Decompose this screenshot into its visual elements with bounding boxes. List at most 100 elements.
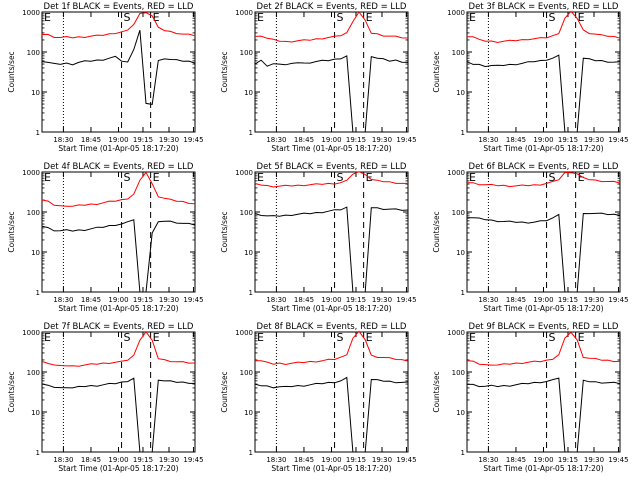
x-tick-label: 19:30 [584,136,604,144]
lld-series-line [254,11,409,43]
events-series-line [41,219,196,293]
detector-panel-5: Det 5f BLACK = Events, RED = LLD 1 10 100 10… [220,162,417,313]
panel-title: Det 7f BLACK = Events, RED = LLD [44,322,194,332]
y-tick-label: 1 [36,289,40,297]
event-marker-label: S [124,331,131,344]
event-marker-label: E [578,171,585,184]
detector-panel-8: Det 8f BLACK = Events, RED = LLD 1 10 100 10… [220,322,417,473]
y-tick-label: 1000 [235,169,253,177]
x-tick-label: 18:45 [294,296,314,304]
y-tick-label: 10 [456,409,465,417]
y-tick-label: 1 [249,289,253,297]
x-tick-label: 18:45 [294,456,314,464]
x-tick-label: 18:30 [478,136,498,144]
event-marker-label: E [469,171,476,184]
x-tick-label: 18:30 [266,296,286,304]
x-tick-label: 18:30 [478,296,498,304]
y-axis-label: Counts/sec [432,371,441,412]
detector-panel-1: Det 1f BLACK = Events, RED = LLD 1 10 100 10… [7,2,204,153]
event-marker-label: E [153,11,160,24]
x-tick-label: 18:45 [506,296,526,304]
events-series-line [254,206,409,293]
detector-panel-4: Det 4f BLACK = Events, RED = LLD 1 10 100 10… [7,162,204,313]
x-tick-label: 19:30 [584,296,604,304]
y-tick-label: 1000 [235,329,253,337]
y-tick-label: 1000 [447,329,465,337]
detector-panel-7: Det 7f BLACK = Events, RED = LLD 1 10 100 10… [7,322,204,473]
x-tick-label: 19:00 [321,456,341,464]
y-axis-label: Counts/sec [220,211,229,252]
x-tick-label: 18:45 [81,456,101,464]
x-tick-label: 19:15 [346,136,366,144]
x-tick-label: 19:45 [608,456,628,464]
x-tick-label: 19:45 [183,296,203,304]
x-tick-label: 19:30 [372,456,392,464]
x-axis-label: Start Time (01-Apr-05 18:17:20) [483,464,603,473]
x-tick-label: 19:30 [584,456,604,464]
x-tick-label: 19:30 [159,296,179,304]
x-axis-label: Start Time (01-Apr-05 18:17:20) [483,144,603,153]
x-tick-label: 18:45 [81,136,101,144]
detector-panel-6: Det 6f BLACK = Events, RED = LLD 1 10 100 10… [432,162,629,313]
event-marker-label: E [578,11,585,24]
event-marker-label: E [257,11,264,24]
lld-series-line [41,171,196,207]
y-tick-label: 10 [31,249,40,257]
y-tick-label: 10 [244,89,253,97]
x-axis-label: Start Time (01-Apr-05 18:17:20) [271,464,391,473]
x-tick-label: 18:45 [506,456,526,464]
y-tick-label: 1000 [22,329,40,337]
y-tick-label: 100 [240,49,253,57]
event-marker-label: S [124,11,131,24]
y-tick-label: 10 [31,409,40,417]
x-axis-label: Start Time (01-Apr-05 18:17:20) [58,464,178,473]
x-tick-label: 19:00 [108,136,128,144]
detector-panel-9: Det 9f BLACK = Events, RED = LLD 1 10 100 10… [432,322,629,473]
x-tick-label: 19:45 [396,136,416,144]
y-tick-label: 10 [456,89,465,97]
lld-series-line [466,331,621,366]
events-series-line [41,377,195,453]
lld-series-line [254,330,409,366]
y-tick-label: 1 [461,129,465,137]
event-marker-label: E [44,171,51,184]
x-axis-label: Start Time (01-Apr-05 18:17:20) [483,304,603,313]
y-tick-label: 100 [452,369,465,377]
y-tick-label: 1000 [447,169,465,177]
event-marker-label: E [153,171,160,184]
x-tick-label: 18:45 [81,296,101,304]
plot-frame [41,11,196,133]
event-marker-label: E [469,11,476,24]
y-axis-label: Counts/sec [220,371,229,412]
x-tick-label: 18:30 [478,456,498,464]
events-series-line [467,212,621,293]
x-axis-label: Start Time (01-Apr-05 18:17:20) [271,304,391,313]
y-tick-label: 1000 [235,9,253,17]
y-tick-label: 1 [249,129,253,137]
panel-title: Det 9f BLACK = Events, RED = LLD [469,322,619,332]
event-marker-label: E [257,331,264,344]
events-series-line [467,377,621,453]
events-series-line [466,54,621,133]
x-tick-label: 19:30 [159,456,179,464]
x-tick-label: 19:15 [133,136,153,144]
event-marker-label: E [578,331,585,344]
x-tick-label: 19:00 [321,296,341,304]
x-tick-label: 18:30 [266,456,286,464]
y-tick-label: 1000 [22,9,40,17]
detector-panel-2: Det 2f BLACK = Events, RED = LLD 1 10 100 10… [220,2,417,153]
x-tick-label: 18:30 [53,296,73,304]
event-marker-label: S [337,331,344,344]
x-tick-label: 18:30 [53,136,73,144]
x-tick-label: 19:00 [108,456,128,464]
x-tick-label: 19:15 [133,296,153,304]
x-tick-label: 19:45 [183,456,203,464]
y-tick-label: 1 [461,449,465,457]
y-tick-label: 1 [36,449,40,457]
events-series-line [41,30,196,105]
y-tick-label: 1 [249,449,253,457]
panel-title: Det 6f BLACK = Events, RED = LLD [469,162,619,172]
detector-panel-3: Det 3f BLACK = Events, RED = LLD 1 10 100 10… [432,2,629,153]
y-axis-label: Counts/sec [7,51,16,92]
